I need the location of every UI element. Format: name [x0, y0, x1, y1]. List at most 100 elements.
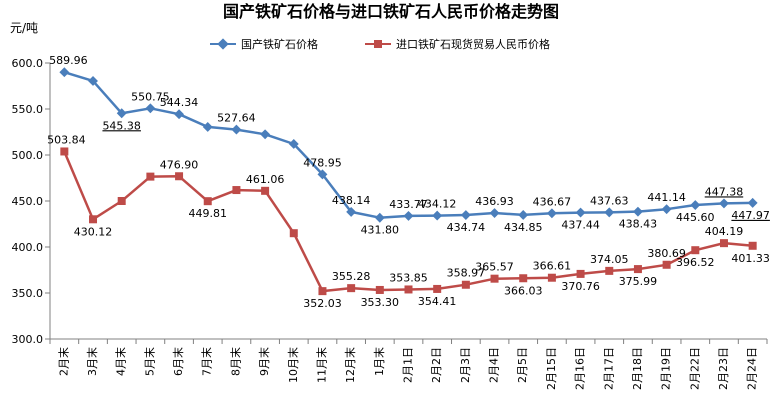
data-label-import: 461.06: [246, 173, 285, 186]
data-label-import: 476.90: [160, 158, 199, 171]
data-point-import: [375, 285, 384, 294]
data-point-domestic: [174, 109, 185, 120]
data-point-import: [261, 186, 270, 195]
data-label-domestic: 545.38: [102, 119, 141, 132]
data-label-import: 358.97: [447, 267, 486, 280]
data-label-import: 352.03: [303, 297, 342, 310]
data-label-import: 370.76: [561, 280, 600, 293]
legend-marker-domestic: [217, 38, 229, 50]
x-tick-label: 6月末: [171, 347, 185, 376]
data-label-domestic: 434.85: [504, 221, 543, 234]
data-label-domestic: 433.77: [389, 198, 428, 211]
x-tick-label: 8月末: [228, 347, 242, 376]
data-point-domestic: [145, 103, 156, 114]
data-point-domestic: [403, 210, 414, 221]
x-tick-label: 9月末: [257, 347, 271, 376]
data-label-import: 355.28: [332, 270, 371, 283]
data-label-import: 353.85: [389, 271, 428, 284]
x-tick-label: 2月3日: [459, 347, 472, 383]
data-label-domestic: 544.34: [160, 96, 199, 109]
data-label-import: 354.41: [418, 295, 457, 308]
data-point-domestic: [747, 197, 758, 208]
data-point-domestic: [489, 208, 500, 218]
y-tick-label: 300.0: [12, 333, 44, 346]
x-tick-label: 4月末: [114, 347, 128, 376]
x-tick-label: 2月17日: [602, 347, 615, 390]
x-tick-label: 10月末: [286, 347, 300, 383]
data-point-import: [203, 197, 212, 206]
data-point-import: [60, 147, 69, 156]
data-point-import: [719, 239, 728, 248]
data-point-domestic: [88, 75, 98, 86]
data-label-domestic: 436.67: [533, 195, 572, 208]
data-label-domestic: 550.75: [131, 90, 170, 103]
x-tick-label: 5月末: [142, 347, 156, 376]
data-point-domestic: [432, 210, 443, 221]
data-label-domestic: 437.63: [590, 194, 629, 207]
data-point-import: [175, 172, 184, 181]
data-label-import: 449.81: [188, 207, 227, 220]
y-axis-unit: 元/吨: [10, 21, 38, 35]
data-label-domestic: 437.44: [561, 219, 600, 232]
x-tick-label: 7月末: [200, 347, 214, 376]
y-tick-label: 450.0: [12, 195, 44, 208]
data-point-import: [318, 287, 327, 296]
data-point-domestic: [661, 204, 672, 215]
data-point-import: [662, 260, 671, 269]
data-point-domestic: [116, 108, 127, 119]
data-label-domestic: 434.74: [447, 221, 486, 234]
x-tick-label: 2月1日: [402, 347, 415, 383]
x-tick-label: 12月末: [343, 347, 357, 383]
data-point-import: [117, 197, 126, 205]
data-point-domestic: [260, 129, 271, 140]
data-point-import: [289, 229, 298, 238]
x-tick-label: 11月末: [314, 347, 328, 383]
data-label-domestic: 436.93: [475, 195, 514, 208]
data-label-domestic: 589.96: [49, 54, 88, 67]
series-group: [59, 67, 758, 296]
x-tick-label: 2月19日: [660, 347, 673, 390]
data-label-import: 404.19: [705, 225, 744, 238]
y-tick-label: 550.0: [12, 103, 44, 116]
data-label-import: 401.33: [731, 252, 770, 265]
data-label-domestic: 447.38: [705, 185, 744, 198]
data-point-import: [433, 284, 442, 293]
data-point-domestic: [690, 200, 701, 210]
y-tick-label: 600.0: [12, 57, 44, 70]
data-point-import: [232, 186, 241, 195]
data-point-domestic: [460, 210, 471, 220]
data-label-domestic: 434.12: [418, 198, 457, 211]
x-tick-label: 2月2日: [430, 347, 443, 383]
data-point-import: [146, 172, 155, 181]
legend: 国产铁矿石价格 进口铁矿石现货贸易人民币价格: [210, 37, 550, 51]
axes: 300.0 350.0 400.0 450.0 500.0 550.0 600.0 2月末 3月…: [12, 57, 768, 390]
data-label-domestic: 438.43: [619, 218, 658, 231]
data-point-import: [748, 241, 757, 250]
data-point-domestic: [575, 207, 586, 218]
data-label-domestic: 527.64: [217, 112, 256, 125]
data-label-domestic: 438.14: [332, 194, 371, 207]
data-label-import: 430.12: [74, 225, 113, 238]
data-label-import: 374.05: [590, 253, 629, 266]
chart-title: 国产铁矿石价格与进口铁矿石人民币价格走势图: [223, 2, 559, 21]
data-point-import: [576, 269, 585, 278]
data-point-import: [605, 266, 614, 275]
data-point-import: [347, 284, 356, 293]
data-point-domestic: [632, 206, 643, 217]
data-point-domestic: [317, 169, 328, 180]
x-tick-label: 2月23日: [717, 347, 730, 390]
data-point-domestic: [546, 208, 557, 219]
y-tick-label: 350.0: [12, 287, 44, 300]
data-point-import: [691, 246, 700, 255]
data-point-domestic: [719, 198, 729, 209]
data-label-import: 375.99: [619, 275, 658, 288]
data-point-domestic: [346, 206, 357, 217]
data-label-domestic: 445.60: [676, 211, 715, 224]
data-label-import: 353.30: [361, 296, 400, 309]
legend-marker-import: [374, 40, 382, 48]
x-tick-label: 2月15日: [545, 347, 558, 390]
data-point-import: [547, 273, 556, 282]
legend-label-import: 进口铁矿石现货贸易人民币价格: [396, 37, 550, 51]
data-point-domestic: [518, 209, 529, 220]
